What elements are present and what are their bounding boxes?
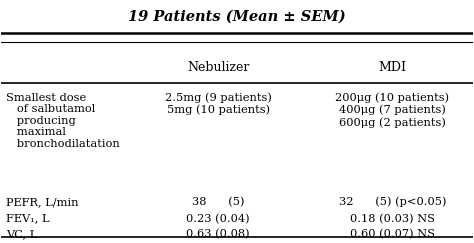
Text: 0.18 (0.03) NS: 0.18 (0.03) NS xyxy=(350,214,435,224)
Text: 0.63 (0.08): 0.63 (0.08) xyxy=(186,229,250,240)
Text: FEV₁, L: FEV₁, L xyxy=(6,214,50,224)
Text: 38      (5): 38 (5) xyxy=(192,197,245,207)
Text: 200μg (10 patients)
400μg (7 patients)
600μg (2 patients): 200μg (10 patients) 400μg (7 patients) 6… xyxy=(336,93,449,151)
Text: 19 Patients (Mean ± SEM): 19 Patients (Mean ± SEM) xyxy=(128,10,346,24)
Text: Nebulizer: Nebulizer xyxy=(187,61,249,74)
Text: 2.5mg (9 patients)
5mg (10 patients): 2.5mg (9 patients) 5mg (10 patients) xyxy=(164,93,272,150)
Text: VC, L: VC, L xyxy=(6,229,37,239)
Text: 0.23 (0.04): 0.23 (0.04) xyxy=(186,214,250,224)
Text: 0.60 (0.07) NS: 0.60 (0.07) NS xyxy=(350,229,435,240)
Text: MDI: MDI xyxy=(379,61,407,74)
Text: Smallest dose
   of salbutamol
   producing
   maximal
   bronchodilatation: Smallest dose of salbutamol producing ma… xyxy=(6,93,120,149)
Text: 32      (5) (p<0.05): 32 (5) (p<0.05) xyxy=(339,197,446,208)
Text: PEFR, L/min: PEFR, L/min xyxy=(6,197,79,207)
